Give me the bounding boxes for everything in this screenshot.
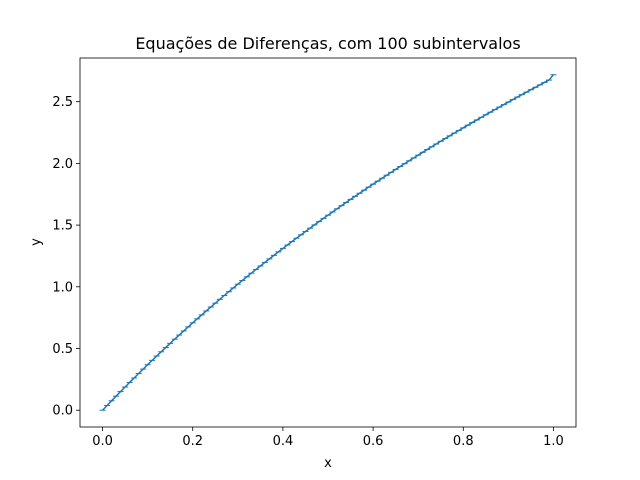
y-axis-label: y: [29, 238, 44, 246]
y-tick-label: 0.0: [52, 404, 73, 419]
x-tick-label: 0.4: [273, 434, 294, 449]
x-tick-label: 0.8: [453, 434, 474, 449]
chart-title: Equações de Diferenças, com 100 subinter…: [135, 34, 520, 53]
axes-frame: [79, 57, 577, 428]
x-axis-label: x: [324, 456, 332, 471]
y-tick-label: 0.5: [52, 342, 73, 357]
y-tick-label: 1.5: [52, 219, 73, 234]
plot-area: 0.0 0.2 0.4 0.6 0.8 1.0 0.0 0.5 1.0 1.5 2.0 2.5: [52, 57, 577, 449]
x-tick-label: 1.0: [543, 434, 564, 449]
x-tick-label: 0.0: [92, 434, 113, 449]
x-tick-label: 0.6: [363, 434, 384, 449]
y-tick-label: 2.5: [52, 95, 73, 110]
y-tick-label: 2.0: [52, 157, 73, 172]
x-tick-label: 0.2: [182, 434, 203, 449]
y-tick-label: 1.0: [52, 280, 73, 295]
